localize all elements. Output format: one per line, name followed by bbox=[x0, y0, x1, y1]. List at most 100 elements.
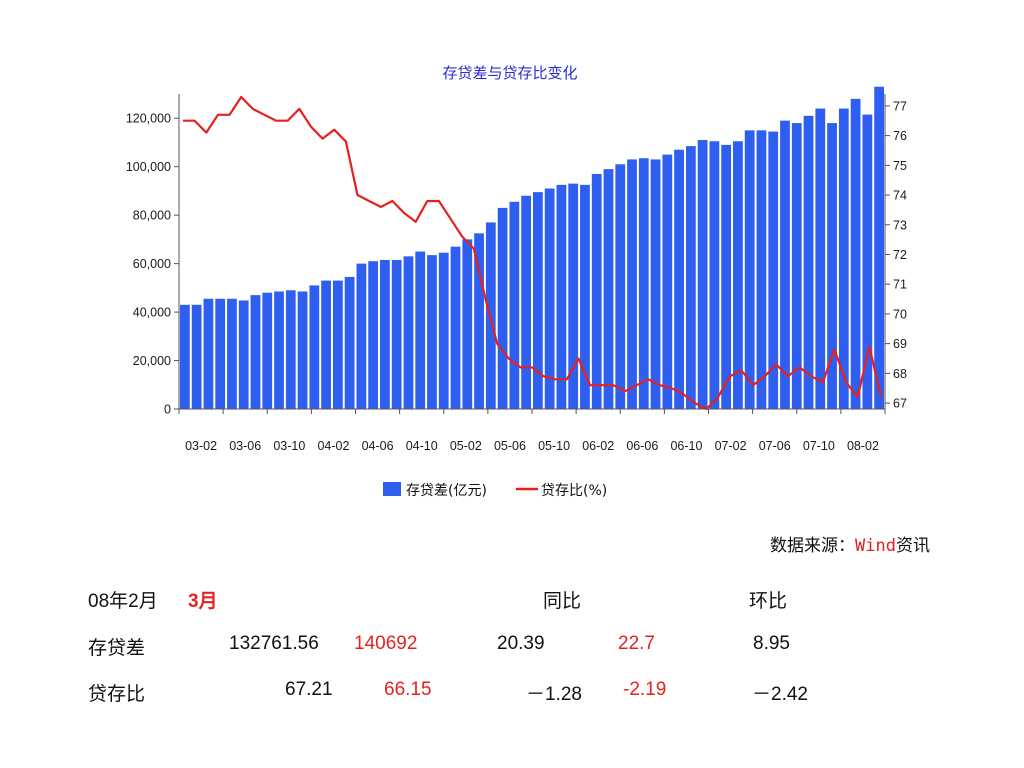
right-tick-label: 68 bbox=[893, 367, 907, 381]
bar bbox=[580, 184, 590, 409]
bar bbox=[768, 131, 779, 409]
bar bbox=[556, 184, 567, 409]
bar bbox=[721, 144, 732, 409]
bar bbox=[509, 201, 520, 409]
x-tick-label: 07-06 bbox=[759, 439, 791, 453]
bar bbox=[427, 255, 437, 409]
bar bbox=[238, 300, 249, 409]
x-tick-label: 06-02 bbox=[582, 439, 614, 453]
x-tick-label: 05-10 bbox=[538, 439, 570, 453]
bar bbox=[380, 259, 390, 409]
x-tick-label: 03-02 bbox=[185, 439, 217, 453]
bar bbox=[674, 149, 684, 410]
bar bbox=[662, 154, 673, 409]
gap-yoy-prev: 20.39 bbox=[497, 633, 545, 654]
right-tick-label: 75 bbox=[893, 159, 907, 173]
bar bbox=[309, 285, 320, 409]
ratio-prev: 67.21 bbox=[285, 679, 333, 700]
bar bbox=[850, 98, 861, 409]
bar bbox=[250, 295, 261, 409]
x-tick-label: 05-02 bbox=[450, 439, 482, 453]
legend-bar-label: 存贷差(亿元) bbox=[406, 483, 487, 499]
source-brand: Wind bbox=[855, 536, 896, 556]
x-tick-label: 04-06 bbox=[362, 439, 394, 453]
bar bbox=[780, 120, 790, 410]
bar bbox=[356, 263, 367, 409]
bar bbox=[462, 239, 473, 409]
bar bbox=[521, 195, 531, 409]
x-tick-label: 08-02 bbox=[847, 439, 879, 453]
left-tick-label: 120,000 bbox=[126, 112, 171, 126]
bar bbox=[403, 256, 414, 409]
left-tick-label: 100,000 bbox=[126, 160, 171, 174]
right-tick-label: 74 bbox=[893, 189, 907, 203]
bar bbox=[262, 292, 273, 409]
bar bbox=[638, 158, 649, 409]
bar bbox=[544, 188, 555, 409]
bar bbox=[533, 192, 543, 409]
bar bbox=[827, 123, 837, 409]
x-tick-label: 04-10 bbox=[406, 439, 438, 453]
chart-title: 存贷差与贷存比变化 bbox=[442, 64, 577, 82]
bar bbox=[615, 164, 626, 409]
gap-mom: 8.95 bbox=[753, 633, 790, 654]
right-tick-label: 72 bbox=[893, 248, 907, 262]
bar bbox=[285, 290, 296, 409]
x-tick-label: 03-06 bbox=[229, 439, 261, 453]
bar bbox=[332, 280, 343, 409]
left-tick-label: 80,000 bbox=[133, 209, 171, 223]
ratio-cur: 66.15 bbox=[384, 679, 432, 700]
legend: 存贷差(亿元) 贷存比(%) bbox=[383, 482, 607, 499]
left-tick-label: 40,000 bbox=[133, 306, 171, 320]
bar bbox=[685, 146, 696, 409]
ratio-yoy-cur: -2.19 bbox=[623, 679, 667, 700]
row-label-deposit-loan-gap: 存贷差 bbox=[88, 637, 146, 659]
x-tick-label: 06-06 bbox=[626, 439, 658, 453]
bar bbox=[321, 280, 331, 409]
source-suffix: 资讯 bbox=[895, 536, 930, 556]
bar bbox=[274, 291, 284, 409]
x-tick-label: 04-02 bbox=[317, 439, 349, 453]
legend-line-label: 贷存比(%) bbox=[541, 483, 607, 499]
gap-cur: 140692 bbox=[354, 633, 418, 654]
right-tick-label: 77 bbox=[893, 99, 907, 113]
right-tick-label: 70 bbox=[893, 307, 907, 321]
bar bbox=[603, 169, 614, 409]
bar bbox=[415, 251, 426, 409]
right-tick-label: 71 bbox=[893, 278, 907, 292]
right-tick-label: 69 bbox=[893, 337, 907, 351]
bar bbox=[838, 108, 849, 409]
left-tick-label: 60,000 bbox=[133, 257, 171, 271]
bar bbox=[815, 108, 826, 409]
bar bbox=[650, 159, 661, 409]
source-label: 数据来源： bbox=[770, 536, 855, 556]
row-label-loan-deposit-ratio: 贷存比 bbox=[88, 683, 146, 705]
x-tick-label: 06-10 bbox=[670, 439, 702, 453]
header-yoy: 同比 bbox=[543, 590, 582, 612]
bar bbox=[803, 115, 814, 409]
x-tick-label: 05-06 bbox=[494, 439, 526, 453]
right-tick-label: 73 bbox=[893, 218, 907, 232]
bar bbox=[297, 291, 308, 409]
bar bbox=[874, 86, 884, 409]
bar bbox=[227, 298, 237, 409]
x-tick-label: 07-02 bbox=[715, 439, 747, 453]
ratio-yoy-prev: －1.28 bbox=[526, 684, 582, 705]
left-tick-label: 0 bbox=[164, 403, 171, 417]
header-mom: 环比 bbox=[749, 590, 788, 612]
bar bbox=[744, 130, 755, 409]
gap-prev: 132761.56 bbox=[229, 633, 319, 654]
bar bbox=[756, 130, 767, 409]
ratio-mom: －2.42 bbox=[752, 684, 808, 705]
left-tick-label: 20,000 bbox=[133, 354, 171, 368]
bar bbox=[627, 159, 637, 409]
legend-bar-swatch bbox=[383, 482, 401, 496]
bar-series bbox=[180, 86, 884, 410]
bar bbox=[862, 114, 873, 409]
bar bbox=[497, 207, 508, 409]
right-tick-label: 67 bbox=[893, 397, 907, 411]
bar bbox=[344, 276, 355, 409]
bar bbox=[709, 141, 720, 409]
bar bbox=[180, 304, 190, 409]
